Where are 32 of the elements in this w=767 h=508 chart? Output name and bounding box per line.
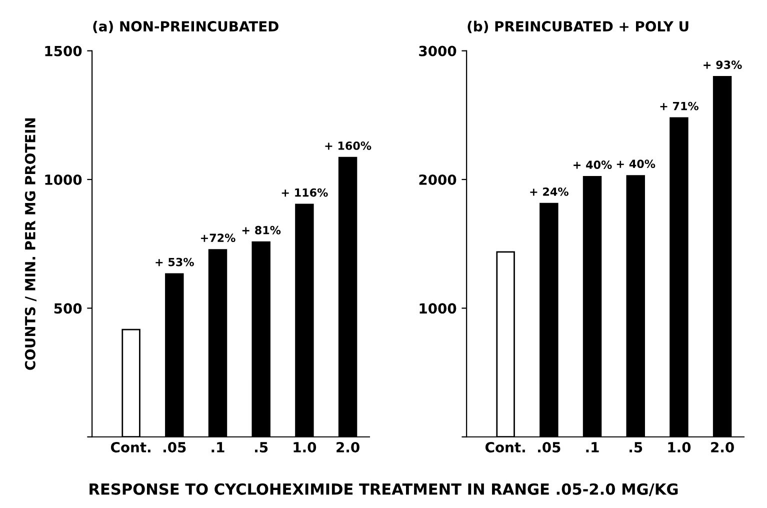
annotation: + 93% [704, 60, 742, 69]
x-tick-label: 2.0 [711, 442, 734, 452]
annotation: + 40% [574, 160, 612, 169]
x-tick-label: .05 [164, 442, 186, 452]
y-tick-label: 3000 [419, 46, 456, 56]
x-axis-title: RESPONSE TO CYCLOHEXIMIDE TREATMENT IN RANGE .05-2.0 MG/KG [90, 483, 678, 496]
annotation: + 71% [660, 102, 698, 110]
x-tick-label: .05 [538, 442, 560, 452]
x-tick-label: Cont. [110, 442, 150, 452]
y-tick-label: 1000 [420, 303, 456, 314]
x-tick-label: Cont. [486, 442, 525, 452]
y-axis-title: COUNTS / MIN. PER MG PROTEIN [24, 118, 37, 370]
chart-title: (b) PREINCUBATED + POLY U [468, 20, 688, 34]
x-tick-label: 2.0 [336, 442, 360, 452]
x-tick-label: .1 [212, 442, 224, 452]
chart-title: (a) NON-PREINCUBATED [93, 20, 278, 34]
annotation: + 40% [616, 160, 656, 168]
y-tick-label: 1500 [45, 46, 82, 56]
annotation: +72% [200, 234, 236, 242]
x-tick-label: .1 [586, 442, 599, 452]
y-tick-label: 2000 [419, 174, 456, 185]
annotation: + 24% [530, 187, 568, 196]
x-tick-label: 1.0 [668, 442, 691, 452]
y-tick-label: 500 [54, 303, 82, 314]
x-tick-label: .5 [255, 442, 268, 452]
annotation: + 81% [242, 226, 281, 234]
annotation: + 53% [156, 258, 194, 266]
annotation: + 160% [325, 142, 372, 150]
annotation: + 116% [282, 188, 328, 197]
x-tick-label: .5 [630, 442, 642, 452]
y-tick-label: 1000 [45, 174, 82, 185]
x-tick-label: 1.0 [294, 442, 316, 452]
